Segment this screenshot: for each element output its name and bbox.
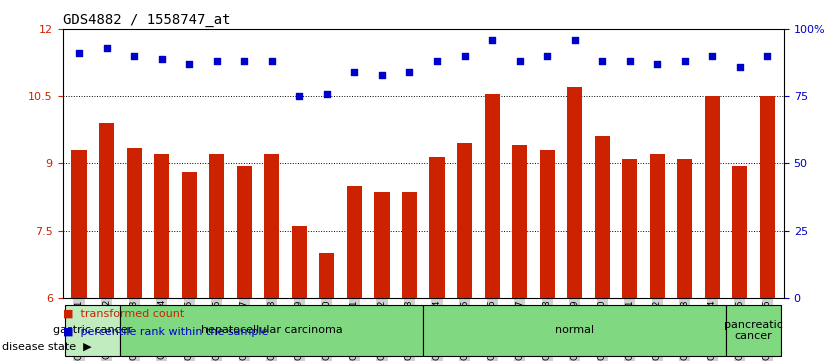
Bar: [457, 143, 472, 298]
Bar: [72, 150, 87, 298]
Bar: [209, 154, 224, 298]
Bar: [402, 192, 417, 298]
Point: [403, 69, 416, 75]
Bar: [319, 253, 334, 298]
Bar: [540, 150, 555, 298]
Point: [733, 64, 746, 70]
Text: hepatocellular carcinoma: hepatocellular carcinoma: [201, 325, 343, 335]
Point: [265, 58, 279, 64]
Point: [375, 72, 389, 78]
Text: normal: normal: [555, 325, 595, 335]
Point: [623, 58, 636, 64]
Bar: [567, 87, 582, 298]
Text: GDS4882 / 1558747_at: GDS4882 / 1558747_at: [63, 13, 230, 26]
Bar: [705, 96, 720, 298]
Point: [485, 37, 499, 43]
Point: [210, 58, 224, 64]
Bar: [127, 148, 142, 298]
Point: [678, 58, 691, 64]
Point: [100, 45, 113, 51]
Point: [540, 53, 554, 59]
Point: [595, 58, 609, 64]
Bar: [99, 123, 114, 298]
Point: [761, 53, 774, 59]
Bar: [677, 159, 692, 298]
Bar: [347, 186, 362, 298]
Point: [348, 69, 361, 75]
Bar: [485, 94, 500, 298]
Bar: [760, 96, 775, 298]
Point: [458, 53, 471, 59]
Bar: [182, 172, 197, 298]
Point: [651, 61, 664, 67]
Bar: [430, 157, 445, 298]
Bar: [237, 166, 252, 298]
Point: [513, 58, 526, 64]
Bar: [423, 305, 726, 356]
Text: pancreatic
cancer: pancreatic cancer: [724, 319, 783, 341]
Bar: [264, 154, 279, 298]
Bar: [512, 146, 527, 298]
Bar: [595, 136, 610, 298]
Point: [320, 91, 334, 97]
Text: gastric cancer: gastric cancer: [53, 325, 133, 335]
Point: [568, 37, 581, 43]
Point: [73, 50, 86, 56]
Bar: [65, 305, 120, 356]
Bar: [650, 154, 665, 298]
Point: [183, 61, 196, 67]
Bar: [292, 226, 307, 298]
Bar: [374, 192, 389, 298]
Bar: [622, 159, 637, 298]
Bar: [732, 166, 747, 298]
Bar: [120, 305, 423, 356]
Point: [238, 58, 251, 64]
Bar: [726, 305, 781, 356]
Text: disease state  ▶: disease state ▶: [2, 342, 91, 352]
Point: [293, 93, 306, 99]
Point: [128, 53, 141, 59]
Text: ■  percentile rank within the sample: ■ percentile rank within the sample: [63, 327, 268, 337]
Point: [430, 58, 444, 64]
Point: [155, 56, 168, 61]
Text: ■  transformed count: ■ transformed count: [63, 309, 183, 319]
Bar: [154, 154, 169, 298]
Point: [706, 53, 719, 59]
